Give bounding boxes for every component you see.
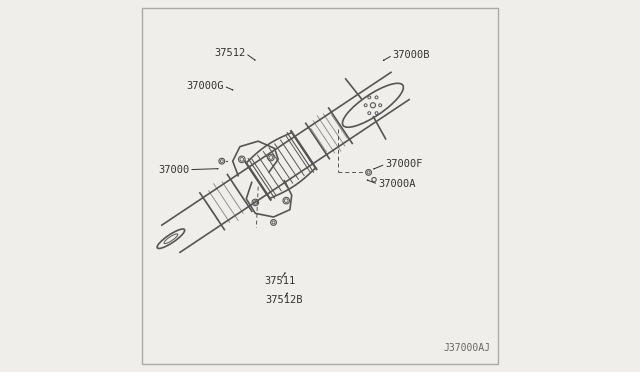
Text: 37000F: 37000F <box>385 159 423 169</box>
Text: 37512: 37512 <box>214 48 246 58</box>
Text: 37000A: 37000A <box>378 179 416 189</box>
Text: 37000: 37000 <box>158 165 189 174</box>
Text: J37000AJ: J37000AJ <box>444 343 491 353</box>
Text: 37511: 37511 <box>264 276 296 286</box>
Text: 37000B: 37000B <box>393 50 430 60</box>
Text: 37000G: 37000G <box>186 81 223 91</box>
Text: 37512B: 37512B <box>265 295 302 305</box>
